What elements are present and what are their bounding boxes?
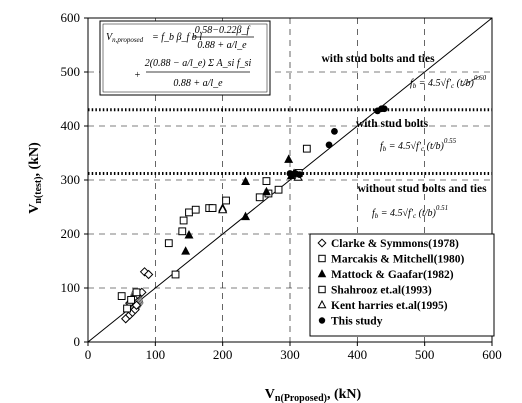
y-tick-label-2: 200 [61, 226, 81, 241]
eq-term1: = f_b β_f b l [152, 32, 202, 43]
point-s1-6 [178, 227, 187, 236]
point-s2-4 [241, 176, 251, 186]
point-s2-5 [261, 186, 271, 196]
annotation-leader-0 [461, 75, 481, 87]
data-points [117, 105, 388, 324]
point-s5-7 [380, 105, 388, 113]
x-tick-label-2: 200 [213, 347, 233, 362]
point-s5-0 [286, 170, 294, 177]
eq-lhs: Vn,proposed [106, 32, 144, 44]
point-s1-9 [191, 205, 200, 214]
point-s5-2 [296, 171, 303, 179]
legend-label-0: Clarke & Symmons(1978) [331, 238, 459, 250]
reference-line [87, 17, 493, 343]
point-s1-1 [123, 304, 131, 313]
x-tick-label-4: 400 [348, 347, 368, 362]
point-s3-1 [255, 193, 264, 202]
x-tick-label-5: 500 [415, 347, 435, 362]
tick-labels: 0 100 200 300 400 500 600 0 100 200 300 400 500 600 [61, 10, 502, 362]
legend-marker-4 [317, 299, 327, 309]
x-axis-label-unit: , (kN) [327, 387, 362, 402]
equation-box: Vn,proposed = f_b β_f b l 0.58−0.22β_f 0… [99, 20, 271, 96]
point-s1-3 [132, 288, 141, 297]
legend-label-1: Marcakis & Mitchell(1980) [331, 254, 464, 266]
point-s1-14 [302, 144, 311, 153]
point-s0-10 [143, 269, 154, 280]
eq-frac2-den: 0.88 + a/l_e [173, 78, 223, 89]
annotation-eq-1: fb = 4.5√f′c (t/b)0.55 [380, 137, 457, 153]
annotation-label-1: with stud bolts [356, 118, 429, 130]
point-s1-0 [117, 292, 126, 301]
legend-items: Clarke & Symmons(1978) Marcakis & Mitchel… [317, 238, 464, 328]
y-tick-label-6: 600 [61, 10, 81, 25]
annotation-eq-2: fb = 4.5√f′c (t/b)0.51 [372, 204, 448, 220]
eq-frac2-num: 2(0.88 − a/l_e) Σ A_si f_si [145, 58, 252, 69]
y-tick-label-1: 100 [61, 280, 81, 295]
series-2 [181, 154, 299, 255]
reference-line-group [87, 17, 493, 343]
x-tick-label-3: 300 [280, 347, 300, 362]
point-s3-0 [208, 204, 217, 212]
point-s5-4 [331, 127, 338, 135]
y-tick-label-0: 0 [74, 334, 81, 349]
legend-label-5: This study [331, 316, 383, 328]
point-s1-5 [171, 270, 180, 279]
annotation-label-0: with stud bolts and ties [321, 53, 435, 65]
x-tick-label-6: 600 [482, 347, 502, 362]
legend-marker-1 [318, 254, 326, 263]
series-5 [286, 105, 388, 179]
legend-label-3: Shahrooz et.al(1993) [331, 285, 432, 297]
eq-frac1-den: 0.88 + a/l_e [197, 40, 247, 51]
annotation-label-2: without stud bolts and ties [357, 183, 487, 195]
point-s2-3 [241, 211, 251, 221]
point-s1-12 [262, 177, 271, 185]
point-s3-2 [274, 185, 283, 194]
threshold-annotations: with stud bolts and ties fb = 4.5√f′c (t… [321, 53, 487, 220]
equation-box-frame [99, 20, 271, 96]
point-s1-4 [164, 239, 173, 248]
y-tick-label-3: 300 [61, 172, 81, 187]
legend-marker-2 [317, 269, 327, 278]
legend-label-2: Mattock & Gaafar(1982) [331, 269, 454, 281]
x-axis-label-main: V [265, 387, 275, 402]
legend-marker-5 [318, 317, 326, 324]
legend-marker-0 [317, 238, 327, 248]
eq-plus: + [134, 70, 141, 81]
y-axis-label-unit: , (kN) [27, 142, 42, 177]
y-tick-label-5: 500 [61, 64, 81, 79]
y-axis-label-main: V [27, 204, 42, 214]
y-axis-label: Vn(test), (kN) [27, 142, 44, 214]
threshold-lines [88, 108, 492, 176]
point-s1-8 [185, 208, 193, 217]
annotation-eq-0: fb = 4.5√f′c (t/b)0.60 [410, 74, 487, 90]
x-tick-label-1: 100 [146, 347, 166, 362]
point-s2-6 [284, 154, 294, 163]
eq-frac1-num: 0.58−0.22β_f [195, 25, 251, 36]
series-3 [208, 185, 283, 212]
series-1 [117, 144, 311, 313]
point-s1-7 [179, 216, 188, 225]
point-s1-2 [127, 295, 135, 304]
point-s2-1 [184, 230, 194, 239]
x-axis-label-sub: n(Proposed) [275, 393, 327, 403]
point-s1-11 [222, 196, 230, 205]
point-s2-0 [181, 246, 191, 255]
point-s5-3 [325, 141, 333, 149]
equation-box-inner-frame [102, 23, 268, 93]
legend-marker-3 [318, 285, 326, 294]
x-tick-label-0: 0 [85, 347, 92, 362]
y-axis-label-sub: n(test) [33, 176, 44, 203]
legend-label-4: Kent harries et.al(1995) [331, 300, 448, 312]
y-tick-label-4: 400 [61, 118, 81, 133]
x-axis-label: Vn(Proposed), (kN) [265, 387, 362, 403]
legend: Clarke & Symmons(1978) Marcakis & Mitchel… [309, 233, 495, 337]
legend-frame [309, 233, 495, 337]
point-s4-0 [218, 204, 228, 214]
